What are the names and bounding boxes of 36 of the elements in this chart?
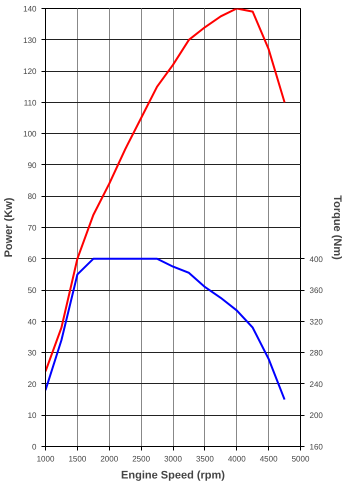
x-tick-label: 5000 xyxy=(292,454,310,464)
y-tick-label: 40 xyxy=(28,317,38,326)
y2-tick-label: 280 xyxy=(310,348,324,358)
x-tick-label: 3500 xyxy=(196,454,214,464)
y2-tick-label: 200 xyxy=(310,411,324,420)
x-tick-label: 1000 xyxy=(36,454,55,464)
x-tick-label: 4500 xyxy=(260,454,278,464)
y-axis-title: Power (Kw) xyxy=(3,197,16,258)
y2-tick-label: 320 xyxy=(310,317,324,326)
y-tick-label: 110 xyxy=(24,98,38,108)
x-tick-label: 2500 xyxy=(132,454,151,464)
y-tick-label: 100 xyxy=(23,130,38,139)
y-tick-label: 90 xyxy=(28,160,38,170)
y2-tick-label: 160 xyxy=(310,442,324,452)
y-tick-label: 50 xyxy=(28,286,38,296)
x-tick-label: 3000 xyxy=(164,454,182,464)
y-tick-label: 140 xyxy=(23,4,38,14)
y-tick-label: 130 xyxy=(23,36,38,45)
x-axis-title: Engine Speed (rpm) xyxy=(121,470,226,482)
y-tick-label: 20 xyxy=(28,380,38,389)
y-tick-label: 80 xyxy=(28,192,38,202)
y2-tick-label: 240 xyxy=(310,380,324,389)
y-tick-label: 70 xyxy=(28,224,38,232)
y2-axis-title: Torque (Nm) xyxy=(330,195,343,260)
y2-tick-label: 400 xyxy=(310,254,324,264)
x-tick-label: 1500 xyxy=(68,454,87,464)
line-series xyxy=(46,258,286,401)
x-tick-label: 4000 xyxy=(228,454,246,464)
y-tick-label: 60 xyxy=(28,254,38,264)
line-series xyxy=(46,8,286,372)
y-tick-label: 0 xyxy=(32,442,38,452)
x-tick-label: 2000 xyxy=(100,454,119,464)
y2-tick-label: 360 xyxy=(310,286,324,296)
y-tick-label: 10 xyxy=(28,411,38,420)
y-tick-label: 30 xyxy=(28,348,38,358)
y-tick-label: 120 xyxy=(23,67,38,76)
